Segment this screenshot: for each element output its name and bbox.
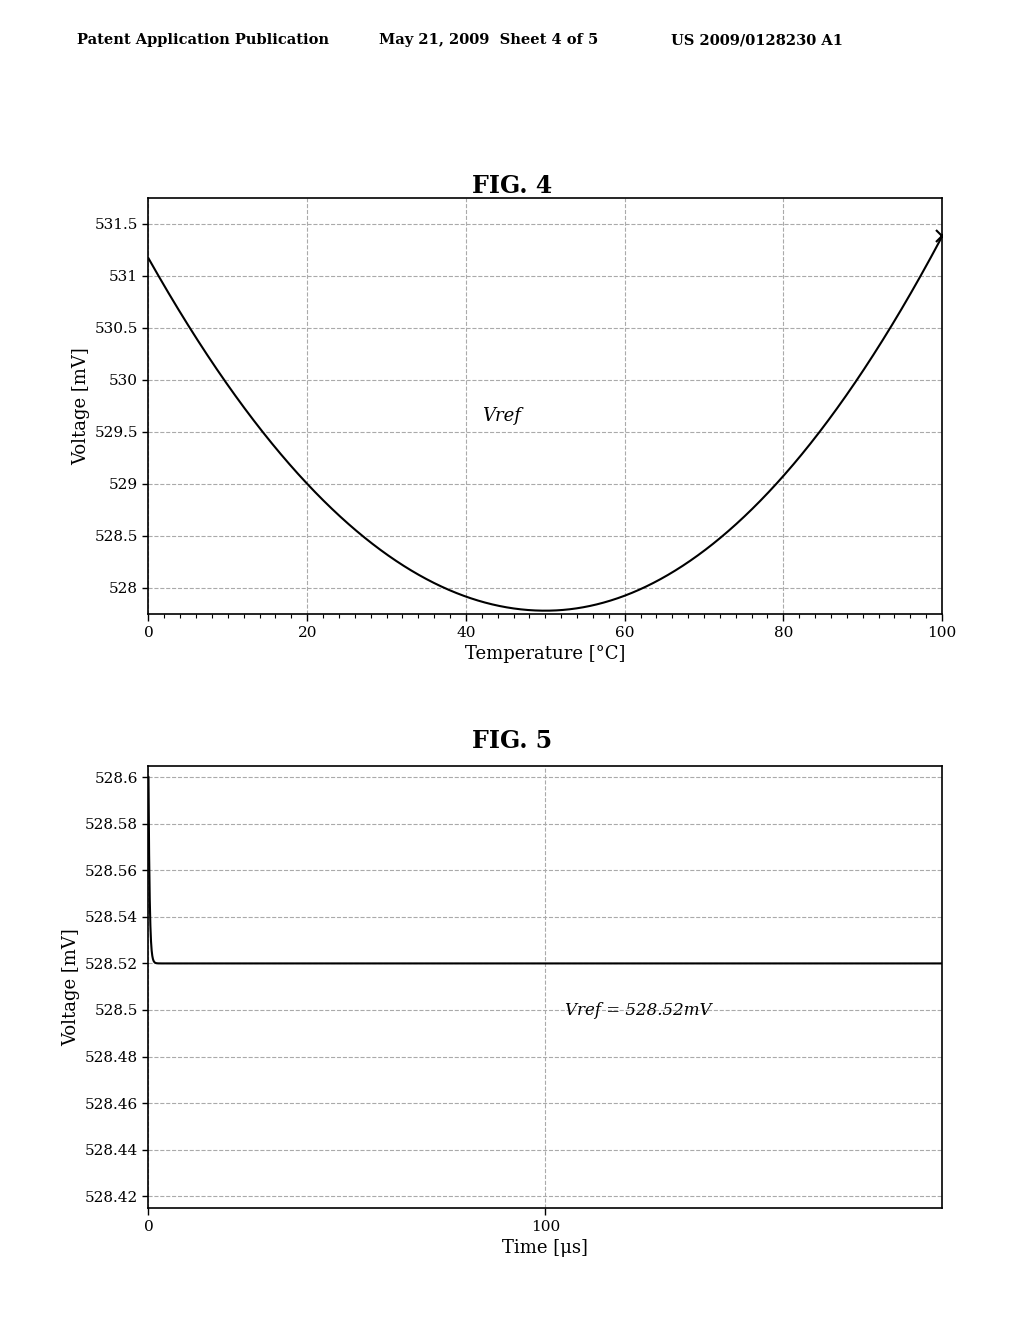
Text: FIG. 4: FIG. 4 (472, 174, 552, 198)
Y-axis label: Voltage [mV]: Voltage [mV] (62, 928, 81, 1045)
Text: Vref = 528.52mV: Vref = 528.52mV (565, 1002, 712, 1019)
X-axis label: Time [μs]: Time [μs] (503, 1239, 588, 1257)
Text: May 21, 2009  Sheet 4 of 5: May 21, 2009 Sheet 4 of 5 (379, 33, 598, 48)
Text: Patent Application Publication: Patent Application Publication (77, 33, 329, 48)
Text: FIG. 5: FIG. 5 (472, 729, 552, 752)
Text: US 2009/0128230 A1: US 2009/0128230 A1 (671, 33, 843, 48)
Y-axis label: Voltage [mV]: Voltage [mV] (73, 347, 90, 465)
X-axis label: Temperature [°C]: Temperature [°C] (465, 645, 626, 663)
Text: Vref: Vref (482, 408, 520, 425)
